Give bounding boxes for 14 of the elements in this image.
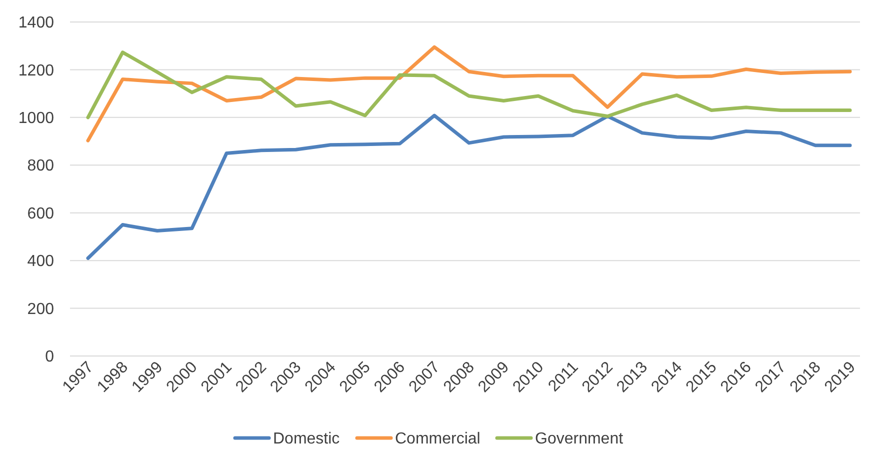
line-series bbox=[86, 50, 852, 120]
y-tick-label: 1200 bbox=[18, 62, 54, 80]
line-series bbox=[86, 45, 852, 142]
y-tick-label: 1000 bbox=[18, 110, 54, 128]
legend-label: Domestic bbox=[273, 430, 340, 448]
y-tick-label: 600 bbox=[27, 205, 54, 222]
y-tick-label: 200 bbox=[27, 300, 54, 318]
y-tick-label: 0 bbox=[45, 348, 54, 366]
y-tick-label: 400 bbox=[27, 253, 54, 270]
line-series bbox=[86, 114, 852, 260]
legend-label: Government bbox=[535, 430, 624, 448]
y-tick-label: 1400 bbox=[18, 14, 54, 32]
y-tick-label: 800 bbox=[27, 158, 54, 175]
legend-label: Commercial bbox=[395, 430, 480, 448]
